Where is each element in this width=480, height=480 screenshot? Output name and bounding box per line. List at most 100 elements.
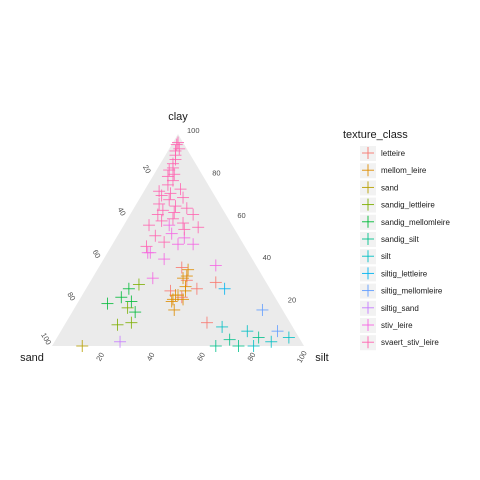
data-point bbox=[158, 253, 171, 266]
legend-label: stiv_leire bbox=[381, 321, 413, 330]
series-stiv-leire bbox=[141, 219, 222, 285]
sand-tick-label: 60 bbox=[91, 248, 103, 260]
data-point bbox=[163, 219, 176, 232]
legend-label: sandig_mellomleire bbox=[381, 218, 450, 227]
legend-key-cross-icon bbox=[362, 301, 374, 314]
sand-tick-label: 40 bbox=[116, 206, 128, 218]
data-point bbox=[111, 318, 124, 331]
legend-title: texture_class bbox=[343, 129, 408, 141]
data-point bbox=[172, 289, 184, 302]
legend-key-cross-icon bbox=[362, 284, 374, 297]
sand-tick-label: 100 bbox=[39, 331, 53, 346]
data-point bbox=[140, 240, 153, 253]
data-point bbox=[174, 183, 187, 196]
legend-label: sandig_silt bbox=[381, 235, 420, 244]
series-sandig-lettleire bbox=[111, 278, 145, 331]
data-point bbox=[209, 340, 222, 352]
data-point bbox=[172, 136, 184, 149]
data-point bbox=[161, 170, 174, 183]
silt-axis-title: silt bbox=[315, 352, 328, 364]
data-point bbox=[163, 193, 176, 206]
data-point bbox=[200, 316, 213, 329]
legend-key-cross-icon bbox=[362, 250, 374, 263]
silt-tick-label: 80 bbox=[245, 351, 257, 363]
legend-item: sandig_silt bbox=[360, 232, 420, 247]
data-point bbox=[169, 200, 182, 213]
data-point bbox=[256, 303, 269, 316]
legend-label: silt bbox=[381, 252, 392, 261]
series-svaert-stiv-leire bbox=[140, 136, 205, 253]
data-point bbox=[122, 282, 135, 295]
data-point bbox=[192, 221, 205, 234]
data-point bbox=[114, 335, 127, 348]
legend-item: sandig_mellomleire bbox=[360, 214, 450, 230]
data-point bbox=[144, 246, 157, 259]
legend-item: silt bbox=[360, 249, 392, 265]
data-point bbox=[163, 164, 176, 177]
legend-label: svaert_stiv_leire bbox=[381, 338, 439, 347]
silt-tick-label: 20 bbox=[94, 351, 106, 363]
data-point bbox=[223, 333, 236, 346]
series-sandig-silt bbox=[209, 331, 265, 352]
legend-item: letteire bbox=[360, 146, 406, 161]
data-point bbox=[180, 202, 193, 215]
series-siltig-sand bbox=[114, 335, 127, 348]
data-point bbox=[180, 270, 193, 283]
data-point bbox=[129, 306, 142, 319]
legend-item: mellom_leire bbox=[360, 163, 427, 179]
clay-tick-label: 80 bbox=[212, 168, 220, 177]
series-siltig-mellomleire bbox=[256, 303, 284, 338]
data-point bbox=[252, 331, 265, 344]
legend-label: siltig_sand bbox=[381, 304, 419, 313]
data-point bbox=[190, 282, 203, 295]
data-point bbox=[165, 227, 178, 240]
legend-key-cross-icon bbox=[362, 233, 374, 245]
legend-label: sandig_lettleire bbox=[381, 201, 435, 210]
data-point bbox=[187, 238, 200, 251]
legend-item: siltig_sand bbox=[360, 300, 419, 316]
legend-key-cross-icon bbox=[362, 267, 374, 280]
clay-tick-label: 100 bbox=[187, 126, 200, 135]
data-point bbox=[271, 325, 284, 338]
data-point bbox=[182, 263, 195, 276]
data-point bbox=[165, 295, 178, 308]
data-point bbox=[168, 303, 181, 316]
legend-item: siltig_mellomleire bbox=[360, 283, 443, 299]
data-point bbox=[177, 191, 190, 204]
sand-tick-label: 80 bbox=[65, 290, 77, 302]
data-point bbox=[265, 335, 278, 348]
axes: clay sand silt bbox=[20, 111, 329, 364]
clay-tick-label: 20 bbox=[288, 296, 296, 305]
legend-key-cross-icon bbox=[362, 147, 374, 159]
data-point bbox=[177, 217, 190, 230]
silt-tick-label: 100 bbox=[295, 349, 309, 364]
data-point bbox=[156, 204, 169, 217]
data-point bbox=[125, 295, 138, 308]
sand-tick-label: 20 bbox=[141, 163, 153, 175]
legend-item: stiv_leire bbox=[360, 318, 413, 333]
legend-label: letteire bbox=[381, 149, 406, 158]
data-point bbox=[178, 223, 191, 236]
clay-axis-title: clay bbox=[168, 111, 188, 123]
legend-key-cross-icon bbox=[362, 319, 374, 331]
data-point bbox=[164, 187, 177, 200]
legend-label: mellom_leire bbox=[381, 166, 427, 175]
legend-key-cross-icon bbox=[362, 215, 374, 228]
data-point bbox=[282, 331, 295, 344]
series-sandig-mellomleire bbox=[101, 282, 142, 319]
legend-item: svaert_stiv_leire bbox=[360, 335, 439, 351]
data-point bbox=[158, 236, 171, 249]
data-points bbox=[76, 136, 295, 352]
series-sand bbox=[76, 340, 89, 352]
data-point bbox=[143, 219, 156, 232]
series-silt bbox=[216, 320, 295, 352]
data-point bbox=[132, 278, 145, 291]
data-point bbox=[125, 316, 138, 329]
series-mellom-leire bbox=[165, 263, 195, 316]
data-point bbox=[209, 276, 222, 289]
data-point bbox=[232, 340, 245, 352]
legend-label: sand bbox=[381, 183, 398, 192]
data-point bbox=[155, 189, 168, 202]
sand-axis-title: sand bbox=[20, 352, 44, 364]
